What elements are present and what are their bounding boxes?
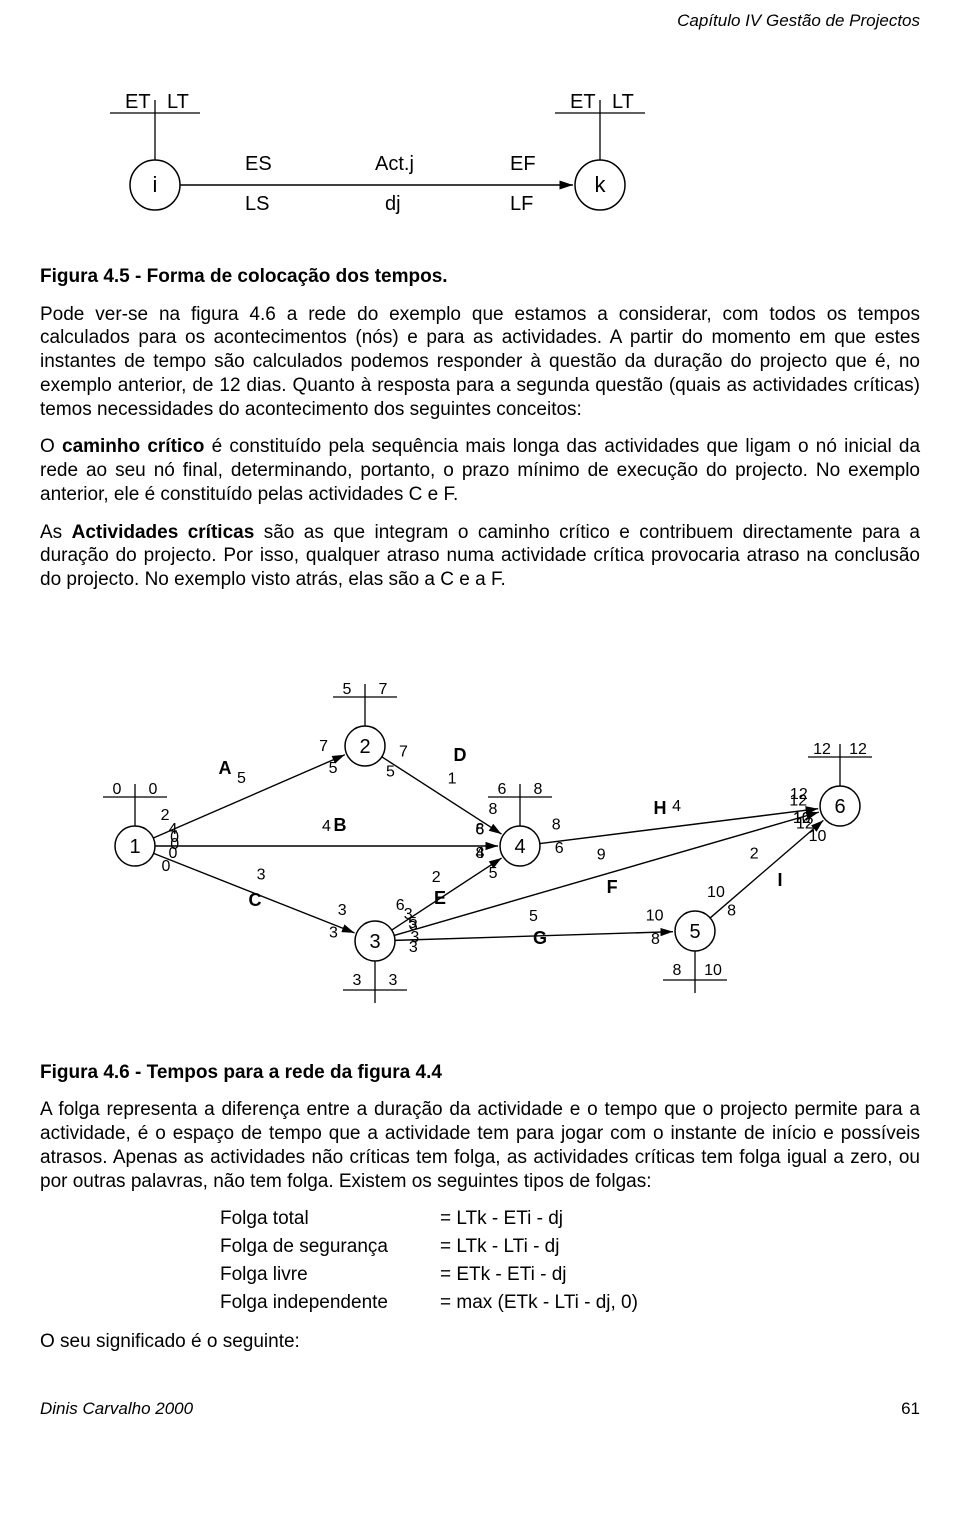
svg-text:B: B: [334, 815, 347, 835]
svg-text:5: 5: [237, 770, 246, 787]
running-header: Capítulo IV Gestão de Projectos: [677, 10, 920, 31]
svg-text:I: I: [777, 870, 782, 890]
paragraph-5: O seu significado é o seguinte:: [40, 1330, 920, 1354]
folga-rhs: = LTk - ETi - dj: [440, 1207, 563, 1231]
svg-text:7: 7: [399, 743, 408, 760]
folga-row: Folga independente= max (ETk - LTi - dj,…: [220, 1291, 920, 1315]
svg-text:8: 8: [727, 902, 736, 919]
svg-text:0: 0: [170, 836, 179, 853]
svg-text:7: 7: [379, 681, 388, 698]
paragraph-3: As Actividades críticas são as que integ…: [40, 521, 920, 592]
svg-text:5: 5: [329, 760, 338, 777]
svg-text:9: 9: [597, 846, 606, 863]
svg-text:0: 0: [149, 781, 158, 798]
svg-text:8: 8: [476, 845, 485, 862]
svg-text:6: 6: [475, 821, 484, 838]
svg-text:0: 0: [161, 858, 170, 875]
svg-text:5: 5: [489, 865, 498, 882]
svg-text:5: 5: [689, 921, 700, 943]
svg-text:3: 3: [369, 931, 380, 953]
svg-text:E: E: [434, 888, 446, 908]
svg-text:H: H: [654, 798, 667, 818]
folga-row: Folga livre= ETk - ETi - dj: [220, 1263, 920, 1287]
folga-rhs: = ETk - ETi - dj: [440, 1263, 567, 1287]
folga-row: Folga total= LTk - ETi - dj: [220, 1207, 920, 1231]
svg-text:5: 5: [408, 915, 417, 932]
svg-text:2: 2: [359, 736, 370, 758]
folga-label: Folga total: [220, 1207, 440, 1231]
svg-text:4: 4: [322, 818, 331, 835]
folga-rhs: = max (ETk - LTi - dj, 0): [440, 1291, 638, 1315]
svg-text:8: 8: [673, 962, 682, 979]
footer-author: Dinis Carvalho 2000: [40, 1398, 193, 1419]
figure-4-5-diagram: ET LT i ET LT k ES LS Act.j dj EF LF: [40, 70, 920, 247]
svg-text:A: A: [219, 758, 232, 778]
svg-text:1: 1: [448, 770, 457, 787]
svg-text:3: 3: [338, 902, 347, 919]
svg-text:F: F: [607, 877, 618, 897]
svg-text:LF: LF: [510, 193, 533, 215]
svg-text:4: 4: [514, 836, 525, 858]
svg-text:8: 8: [488, 801, 497, 818]
svg-text:3: 3: [329, 924, 338, 941]
svg-text:12: 12: [790, 786, 808, 803]
svg-text:4: 4: [672, 798, 681, 815]
svg-text:10: 10: [707, 884, 725, 901]
paragraph-4: A folga representa a diferença entre a d…: [40, 1098, 920, 1193]
svg-text:LS: LS: [245, 193, 269, 215]
figure-4-6-diagram: A05275B04484C03033D56781E35682F3123129G3…: [40, 606, 920, 1043]
paragraph-2: O caminho crítico é constituído pela seq…: [40, 435, 920, 506]
svg-text:dj: dj: [385, 193, 401, 215]
svg-text:G: G: [533, 928, 547, 948]
folga-label: Folga de segurança: [220, 1235, 440, 1259]
folga-label: Folga livre: [220, 1263, 440, 1287]
svg-text:6: 6: [834, 796, 845, 818]
svg-text:12: 12: [849, 741, 867, 758]
svg-text:3: 3: [389, 972, 398, 989]
svg-text:7: 7: [319, 738, 328, 755]
svg-text:5: 5: [386, 763, 395, 780]
svg-text:1: 1: [129, 836, 140, 858]
svg-text:10: 10: [704, 962, 722, 979]
svg-text:ET: ET: [570, 91, 596, 113]
svg-text:3: 3: [257, 866, 266, 883]
svg-text:12: 12: [813, 741, 831, 758]
svg-text:ES: ES: [245, 153, 272, 175]
svg-text:0: 0: [113, 781, 122, 798]
svg-text:8: 8: [534, 781, 543, 798]
svg-text:6: 6: [498, 781, 507, 798]
svg-text:k: k: [595, 172, 607, 197]
footer-page-number: 61: [901, 1398, 920, 1419]
svg-text:12: 12: [793, 810, 811, 827]
folga-label: Folga independente: [220, 1291, 440, 1315]
svg-text:EF: EF: [510, 153, 536, 175]
folga-rhs: = LTk - LTi - dj: [440, 1235, 559, 1259]
folga-row: Folga de segurança= LTk - LTi - dj: [220, 1235, 920, 1259]
svg-text:LT: LT: [167, 91, 189, 113]
figure-4-6-caption: Figura 4.6 - Tempos para a rede da figur…: [40, 1061, 920, 1085]
svg-text:5: 5: [343, 681, 352, 698]
figure-4-5-caption: Figura 4.5 - Forma de colocação dos temp…: [40, 265, 920, 289]
svg-text:6: 6: [555, 840, 564, 857]
svg-text:2: 2: [750, 845, 759, 862]
svg-text:D: D: [454, 745, 467, 765]
paragraph-1: Pode ver-se na figura 4.6 a rede do exem…: [40, 303, 920, 422]
svg-text:3: 3: [353, 972, 362, 989]
svg-text:10: 10: [809, 828, 827, 845]
folgas-list: Folga total= LTk - ETi - djFolga de segu…: [220, 1207, 920, 1314]
svg-text:LT: LT: [612, 91, 634, 113]
svg-text:C: C: [249, 890, 262, 910]
svg-text:i: i: [153, 172, 158, 197]
svg-text:8: 8: [651, 931, 660, 948]
svg-text:ET: ET: [125, 91, 151, 113]
svg-text:2: 2: [432, 869, 441, 886]
svg-text:Act.j: Act.j: [375, 153, 414, 175]
svg-text:3: 3: [409, 939, 418, 956]
svg-text:10: 10: [646, 907, 664, 924]
svg-text:5: 5: [529, 908, 538, 925]
svg-text:8: 8: [552, 816, 561, 833]
